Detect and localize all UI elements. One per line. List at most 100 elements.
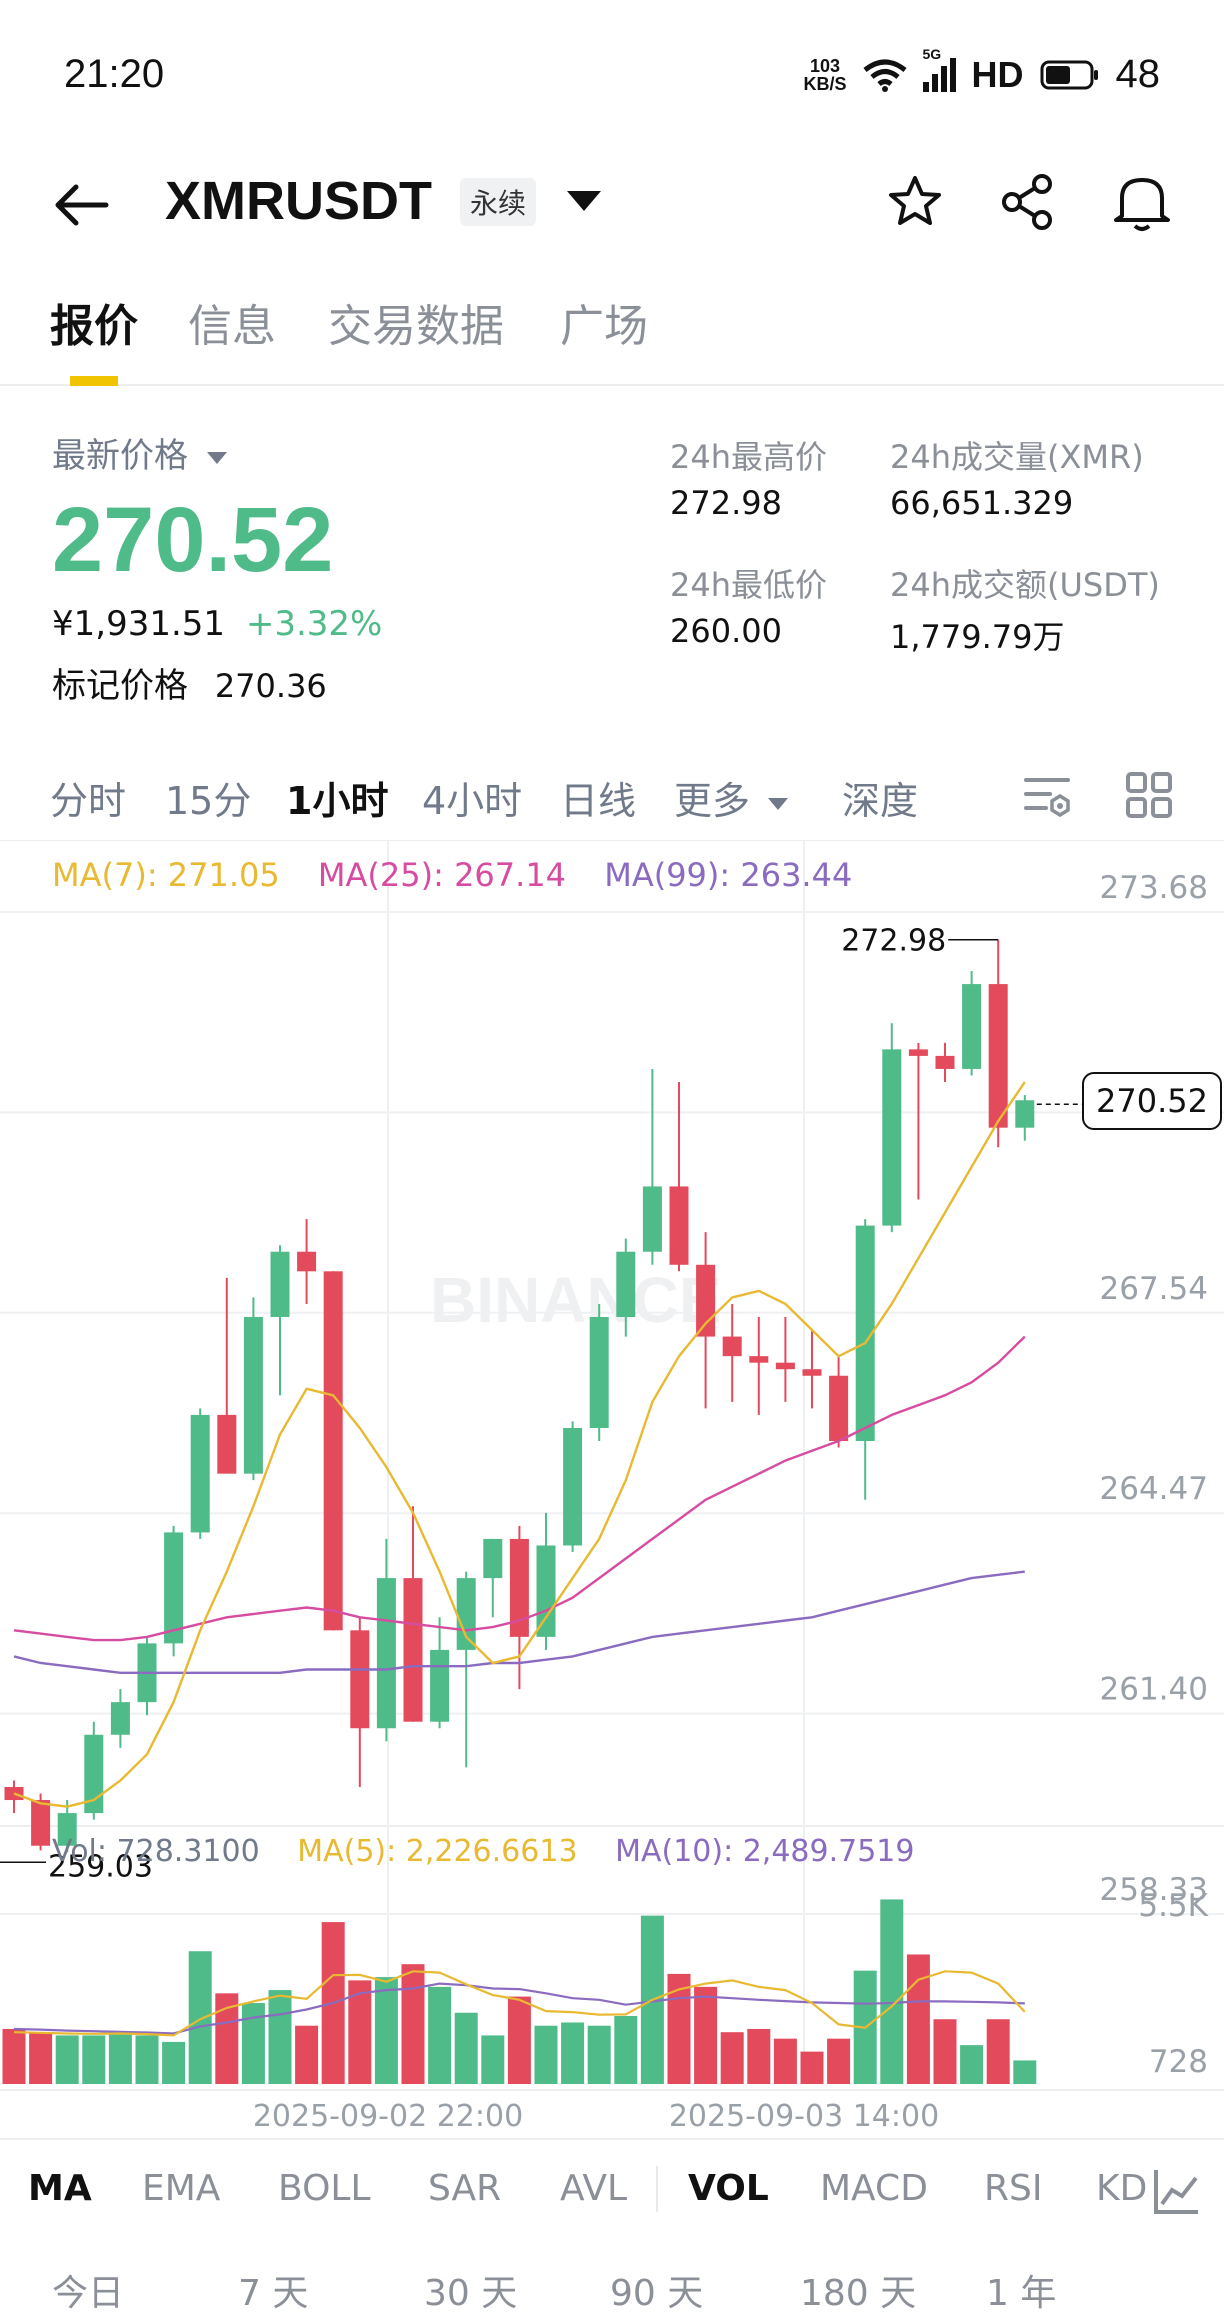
more-dropdown-icon (768, 797, 789, 810)
indicator-ma[interactable]: MA (28, 2168, 92, 2209)
interval-4h[interactable]: 4小时 (422, 779, 523, 823)
range-180d[interactable]: 180 天 (800, 2273, 917, 2312)
battery-icon (1040, 60, 1098, 89)
last-price-label[interactable]: 最新价格 (52, 428, 229, 477)
indicator-boll[interactable]: BOLL (278, 2168, 371, 2209)
indicator-ema[interactable]: EMA (142, 2168, 221, 2209)
indicator-macd[interactable]: MACD (820, 2168, 928, 2209)
volume-bar (880, 1899, 904, 2084)
range-1y[interactable]: 1 年 (986, 2273, 1057, 2312)
candle-body (935, 1055, 955, 1069)
interval-selector: 分时 15分 1小时 4小时 日线 更多 深度 (0, 760, 1224, 840)
vol-tick-label: 5.5K (1138, 1888, 1208, 1924)
interval-timeline[interactable]: 分时 (50, 779, 127, 823)
candle-body (57, 1813, 77, 1846)
volume-bar (614, 2016, 638, 2084)
main-tabs: 报价 信息 交易数据 广场 (0, 290, 1224, 386)
last-price: 270.52 (52, 489, 334, 591)
candle-body (483, 1538, 503, 1579)
candle-body (908, 1049, 928, 1056)
bell-icon[interactable] (1112, 170, 1172, 234)
candle-body (243, 1316, 263, 1474)
candle-body (616, 1251, 636, 1317)
volume-bar (694, 1986, 718, 2084)
indicator-settings-icon[interactable] (1150, 2164, 1204, 2218)
candle-body (297, 1251, 317, 1272)
volume-bar (215, 1993, 239, 2084)
ma99-line (13, 1570, 1025, 1674)
y-tick-label: 267.54 (1100, 1271, 1208, 1307)
volume-bar (747, 2028, 771, 2084)
candle-body (164, 1532, 184, 1644)
interval-1h[interactable]: 1小时 (286, 779, 389, 823)
candle-body (722, 1336, 742, 1357)
range-30d[interactable]: 30 天 (424, 2273, 518, 2312)
volume-bar (800, 2051, 824, 2084)
ma-legend: MA(7): 271.05 MA(25): 267.14 MA(99): 263… (52, 856, 852, 894)
volume-bar (108, 2032, 132, 2084)
interval-depth[interactable]: 深度 (842, 779, 919, 823)
back-arrow-icon[interactable] (52, 182, 110, 228)
share-icon[interactable] (998, 172, 1058, 232)
candle-body (988, 984, 1008, 1128)
layout-grid-icon[interactable] (1124, 770, 1174, 820)
candle-body (563, 1427, 583, 1546)
indicator-rsi[interactable]: RSI (984, 2168, 1043, 2209)
tab-square[interactable]: 广场 (560, 301, 648, 352)
signal-icon: 5G (922, 46, 956, 92)
price-cny-row: ¥1,931.51 +3.32% (52, 604, 382, 644)
tab-trading-data[interactable]: 交易数据 (328, 301, 504, 352)
volume-bar (720, 2032, 744, 2084)
candle-body (1015, 1100, 1035, 1128)
candle-body (962, 984, 982, 1069)
candle-body (84, 1734, 104, 1814)
volume-bar (507, 1996, 531, 2084)
battery-percent: 48 (1115, 52, 1161, 96)
indicator-avl[interactable]: AVL (560, 2168, 628, 2209)
interval-15m[interactable]: 15分 (165, 779, 252, 823)
volume-bar (428, 1986, 452, 2084)
ma25-line (13, 1335, 1026, 1642)
volume-value: 66,651.329 (890, 484, 1074, 522)
star-icon[interactable] (885, 172, 945, 232)
indicator-selector: MA EMA BOLL SAR AVL VOL MACD RSI KD (0, 2138, 1224, 2238)
candle-body (270, 1251, 290, 1317)
volume-bar (561, 2022, 585, 2084)
range-90d[interactable]: 90 天 (610, 2273, 704, 2312)
high-label: 24h最高价 (670, 438, 828, 476)
status-time: 21:20 (64, 52, 165, 96)
wifi-icon (862, 59, 907, 92)
volume-bar (960, 2045, 984, 2084)
symbol-dropdown-icon[interactable] (565, 188, 603, 214)
range-7d[interactable]: 7 天 (238, 2273, 309, 2312)
candle-body (350, 1630, 370, 1729)
volume-bar (827, 2038, 851, 2084)
y-tick-label: 261.40 (1100, 1672, 1208, 1708)
ma99-legend: MA(99): 263.44 (604, 856, 853, 894)
price-cny: ¥1,931.51 (52, 604, 226, 644)
candlestick-chart[interactable]: BINANCE 273.68270.61267.54264.47261.4025… (0, 840, 1224, 2136)
volume-bar (29, 2032, 53, 2084)
interval-more[interactable]: 更多 (674, 770, 790, 825)
candle-body (110, 1702, 130, 1735)
candle-body (376, 1578, 396, 1729)
low-marker-label: 259.03 (48, 1849, 153, 1884)
tab-quote[interactable]: 报价 (50, 301, 138, 352)
chart-settings-icon[interactable] (1022, 770, 1072, 820)
indicator-kd[interactable]: KD (1096, 2168, 1148, 2209)
tab-info[interactable]: 信息 (188, 301, 276, 352)
amount-label: 24h成交额(USDT) (890, 566, 1160, 604)
symbol-title[interactable]: XMRUSDT (165, 171, 432, 231)
indicator-vol[interactable]: VOL (688, 2168, 769, 2209)
indicator-sar[interactable]: SAR (428, 2168, 502, 2209)
volume-bar (241, 2003, 265, 2084)
candle-body (323, 1271, 343, 1631)
candle-body (775, 1362, 795, 1370)
volume-bar (374, 1977, 398, 2084)
candle-body (589, 1316, 609, 1428)
range-today[interactable]: 今日 (52, 2273, 125, 2312)
volume-bar (773, 2038, 797, 2084)
range-selector: 今日 7 天 30 天 90 天 180 天 1 年 (0, 2254, 1224, 2312)
candle-body (217, 1414, 237, 1474)
interval-1d[interactable]: 日线 (560, 779, 637, 823)
